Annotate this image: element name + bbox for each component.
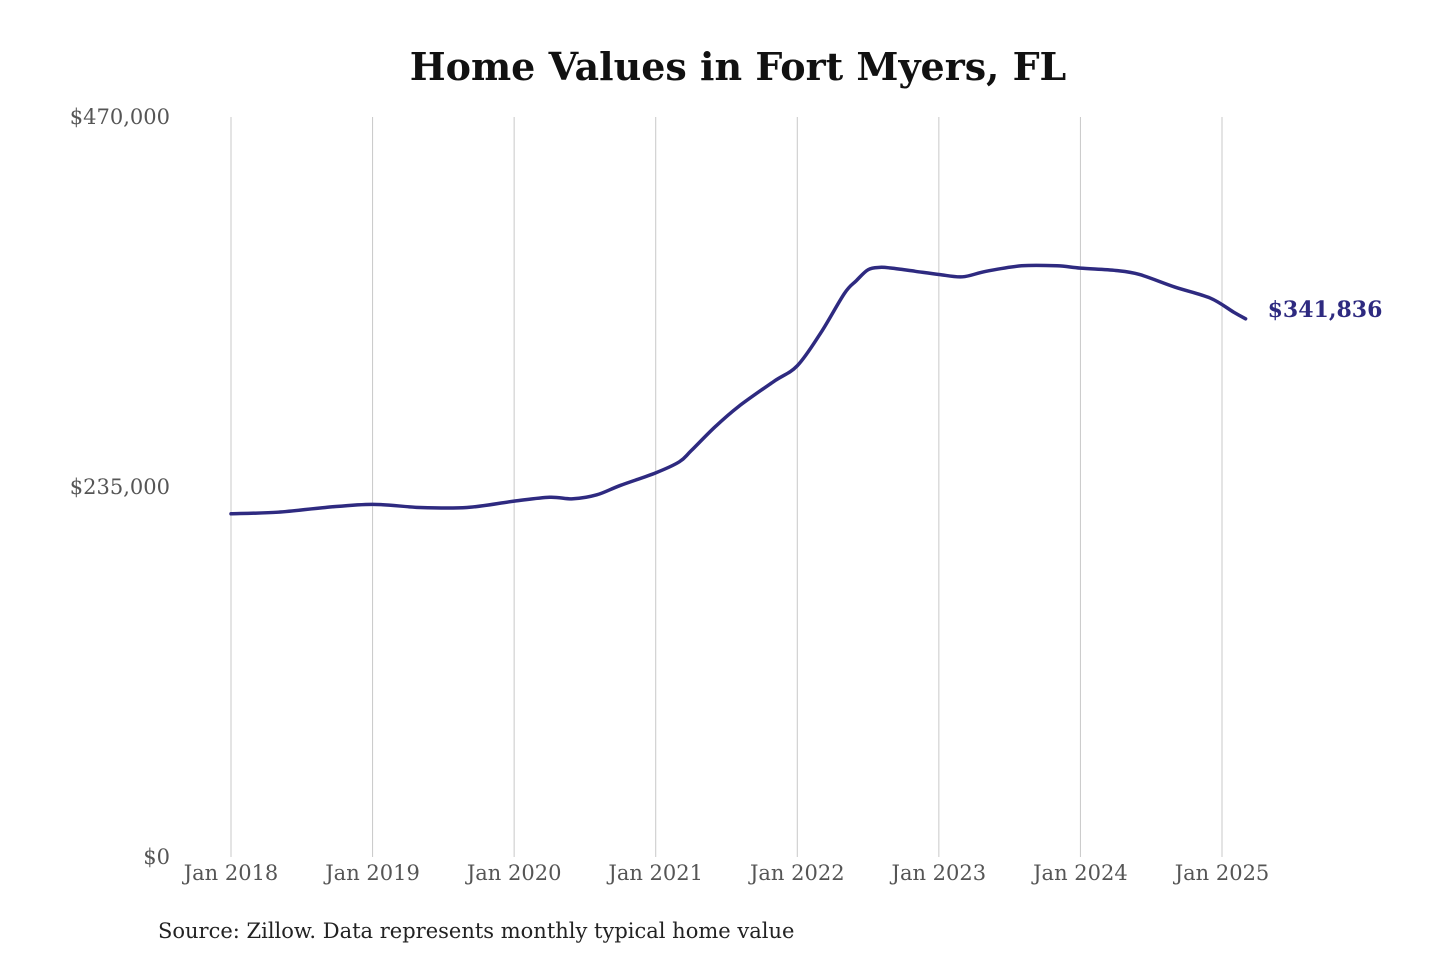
- gridlines: [230, 117, 1223, 857]
- x-axis-ticks: Jan 2018 Jan 2019 Jan 2020 Jan 2021 Jan 2022…: [182, 861, 1270, 885]
- x-tick-label: Jan 2022: [748, 861, 845, 885]
- y-tick-label: $0: [143, 845, 170, 869]
- end-value-label: $341,836: [1268, 297, 1383, 323]
- y-tick-label: $470,000: [70, 105, 170, 129]
- series-line: [229, 263, 1248, 516]
- y-tick-label: $235,000: [70, 475, 170, 499]
- chart-title: Home Values in Fort Myers, FL: [410, 44, 1067, 89]
- x-tick-label: Jan 2019: [323, 861, 420, 885]
- source-note: Source: Zillow. Data represents monthly …: [158, 919, 794, 943]
- x-tick-label: Jan 2021: [606, 861, 703, 885]
- x-tick-label: Jan 2020: [465, 861, 562, 885]
- x-tick-label: Jan 2025: [1173, 861, 1270, 885]
- x-tick-label: Jan 2024: [1031, 861, 1128, 885]
- x-tick-label: Jan 2023: [890, 861, 987, 885]
- x-tick-label: Jan 2018: [182, 861, 279, 885]
- y-axis-ticks: $0 $235,000 $470,000: [70, 105, 170, 869]
